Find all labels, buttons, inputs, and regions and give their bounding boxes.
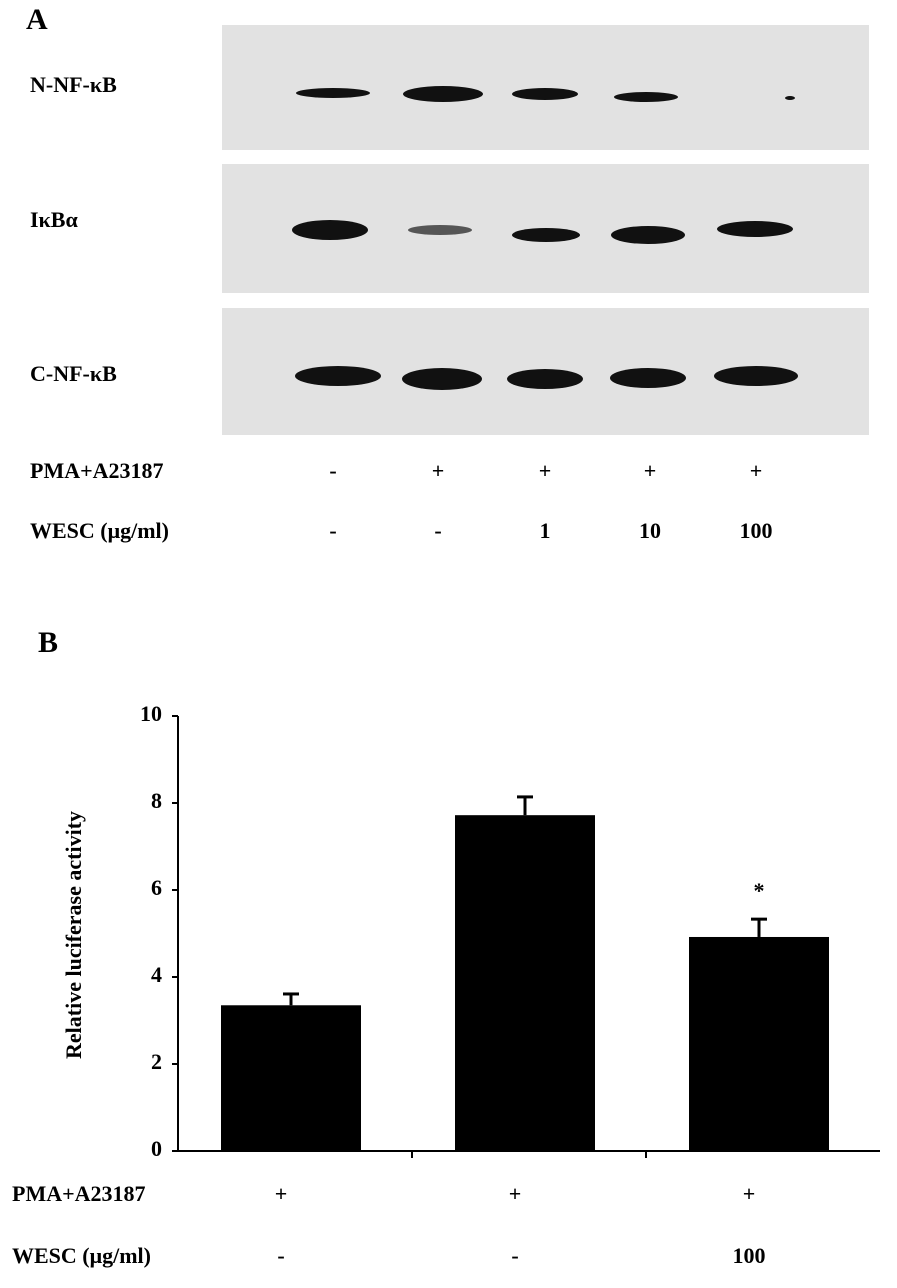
condition-value: - [277, 1243, 284, 1268]
significance-mark: * [754, 878, 765, 903]
condition-value: 10 [639, 518, 661, 543]
blot-band [610, 368, 686, 388]
condition-value: 100 [740, 518, 773, 543]
blot-background [222, 25, 869, 150]
blot-band [512, 228, 580, 242]
y-tick-label: 8 [151, 788, 162, 813]
condition-value: + [509, 1181, 522, 1206]
condition-label: PMA+A23187 [12, 1181, 146, 1206]
panel-label: A [26, 3, 48, 36]
blot-label: N-NF-κB [30, 72, 117, 97]
y-tick-label: 0 [151, 1136, 162, 1161]
panel-label: B [38, 626, 58, 659]
bar [221, 1005, 361, 1151]
blot-band [512, 88, 578, 100]
condition-value: 100 [733, 1243, 766, 1268]
y-tick-label: 6 [151, 875, 162, 900]
bar [455, 815, 595, 1151]
blot-band [614, 92, 678, 102]
condition-value: + [539, 458, 552, 483]
blot-bands [292, 86, 798, 390]
blot-band [292, 220, 368, 240]
blot-band [611, 226, 685, 244]
blot-band [296, 88, 370, 98]
condition-value: + [275, 1181, 288, 1206]
condition-value: 1 [540, 518, 551, 543]
y-tick-label: 4 [151, 962, 162, 987]
y-tick-label: 2 [151, 1049, 162, 1074]
condition-value: - [329, 458, 336, 483]
condition-value: + [644, 458, 657, 483]
blot-band [295, 366, 381, 386]
condition-label: WESC (μg/ml) [30, 518, 169, 543]
condition-label: PMA+A23187 [30, 458, 164, 483]
condition-value: - [329, 518, 336, 543]
bar [689, 936, 829, 1151]
y-axis-label: Relative luciferase activity [61, 811, 86, 1059]
blot-band [507, 369, 583, 389]
blot-panels [222, 25, 869, 435]
blot-band [408, 225, 472, 235]
blot-band [785, 96, 795, 100]
blot-band [717, 221, 793, 237]
condition-value: + [432, 458, 445, 483]
condition-value: + [750, 458, 763, 483]
blot-band [714, 366, 798, 386]
y-tick-label: 10 [140, 701, 162, 726]
blot-label: C-NF-κB [30, 361, 117, 386]
blot-band [402, 368, 482, 390]
condition-value: + [743, 1181, 756, 1206]
condition-value: - [434, 518, 441, 543]
condition-value: - [511, 1243, 518, 1268]
condition-label: WESC (μg/ml) [12, 1243, 151, 1268]
blot-label: IκBα [30, 207, 78, 232]
blot-band [403, 86, 483, 102]
